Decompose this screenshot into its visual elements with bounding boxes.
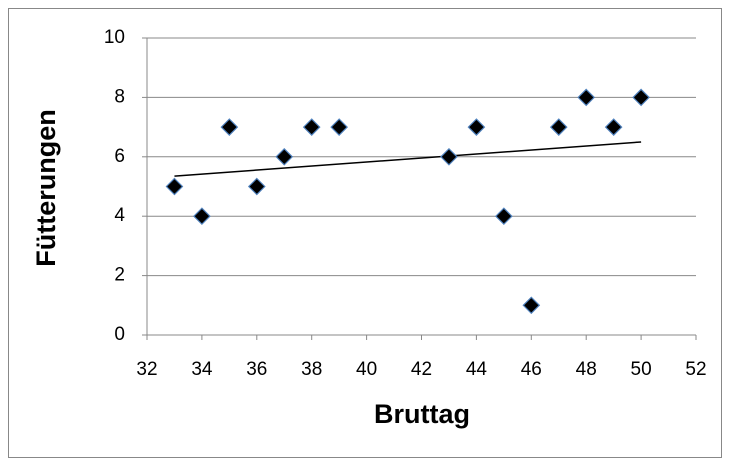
point [330, 118, 348, 136]
y-axis-title: Fütterungen [31, 109, 61, 266]
x-tick-label: 48 [576, 359, 597, 380]
point [440, 147, 458, 166]
point [193, 207, 211, 226]
y-tick-label: 2 [114, 265, 125, 286]
y-tick-label: 8 [114, 86, 125, 107]
point [522, 296, 541, 315]
point [220, 118, 239, 136]
point [577, 88, 596, 107]
point [165, 177, 184, 196]
point [549, 118, 568, 136]
y-tick-label: 6 [114, 146, 125, 167]
x-tick-label: 34 [191, 359, 213, 380]
chart-frame [8, 8, 722, 458]
x-tick-label: 36 [246, 359, 267, 380]
x-tick-label: 32 [136, 359, 157, 380]
point [302, 118, 321, 136]
x-tick-label: 46 [521, 359, 542, 380]
y-tick-label: 10 [104, 27, 125, 48]
x-tick-label: 52 [685, 359, 706, 380]
x-tick-label: 50 [631, 359, 652, 380]
point [467, 118, 486, 136]
point [247, 177, 266, 196]
x-tick-label: 38 [301, 359, 322, 380]
point [632, 88, 650, 107]
x-axis-title: Bruttag [374, 399, 470, 429]
point [275, 147, 294, 166]
y-tick-label: 4 [114, 205, 125, 226]
point [604, 118, 623, 136]
point [495, 207, 513, 226]
x-tick-label: 40 [356, 359, 377, 380]
x-tick-label: 42 [411, 359, 432, 380]
y-tick-label: 0 [114, 324, 125, 345]
x-tick-label: 44 [466, 359, 488, 380]
trendline [174, 141, 642, 177]
